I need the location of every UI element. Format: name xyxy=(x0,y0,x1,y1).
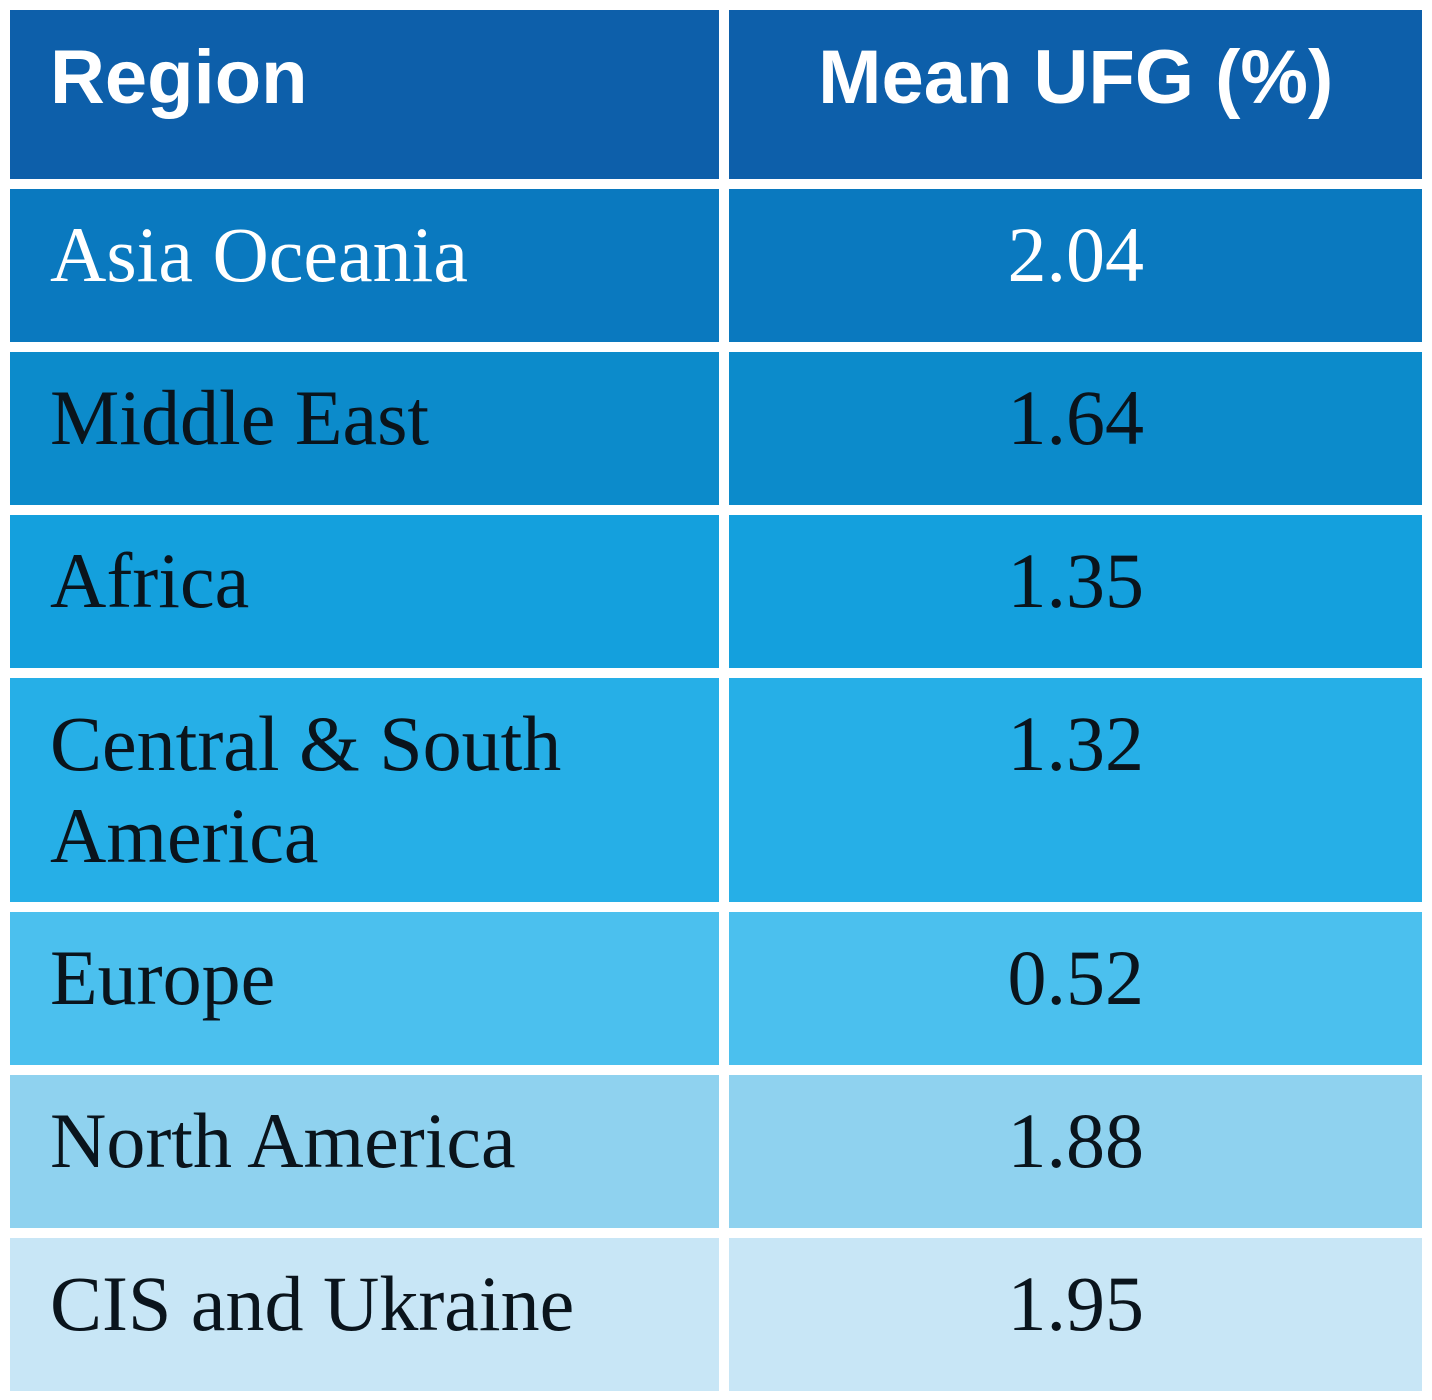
mean-ufg-cell: 1.95 xyxy=(729,1238,1422,1391)
table-row: Central & South America 1.32 xyxy=(10,678,1422,902)
region-cell: North America xyxy=(10,1075,720,1228)
table-row: Asia Oceania 2.04 xyxy=(10,189,1422,342)
mean-ufg-cell: 1.32 xyxy=(729,678,1422,902)
region-cell: Central & South America xyxy=(10,678,720,902)
column-header-mean-ufg: Mean UFG (%) xyxy=(729,10,1422,179)
table-row: Africa 1.35 xyxy=(10,515,1422,668)
region-cell: Asia Oceania xyxy=(10,189,720,342)
mean-ufg-cell: 1.35 xyxy=(729,515,1422,668)
table-body: Asia Oceania 2.04 Middle East 1.64 Afric… xyxy=(10,189,1422,1400)
mean-ufg-cell: 2.04 xyxy=(729,189,1422,342)
region-cell: CIS and Ukraine xyxy=(10,1238,720,1391)
table-row: CIS and Ukraine 1.95 xyxy=(10,1238,1422,1391)
region-cell: Africa xyxy=(10,515,720,668)
table-row: Middle East 1.64 xyxy=(10,352,1422,505)
region-cell: Middle East xyxy=(10,352,720,505)
header-row: Region Mean UFG (%) xyxy=(10,10,1422,179)
table-row: North America 1.88 xyxy=(10,1075,1422,1228)
region-cell: Europe xyxy=(10,912,720,1065)
mean-ufg-cell: 0.52 xyxy=(729,912,1422,1065)
table-row: Europe 0.52 xyxy=(10,912,1422,1065)
mean-ufg-cell: 1.88 xyxy=(729,1075,1422,1228)
table-header: Region Mean UFG (%) xyxy=(10,10,1422,179)
column-header-region: Region xyxy=(10,10,720,179)
mean-ufg-cell: 1.64 xyxy=(729,352,1422,505)
